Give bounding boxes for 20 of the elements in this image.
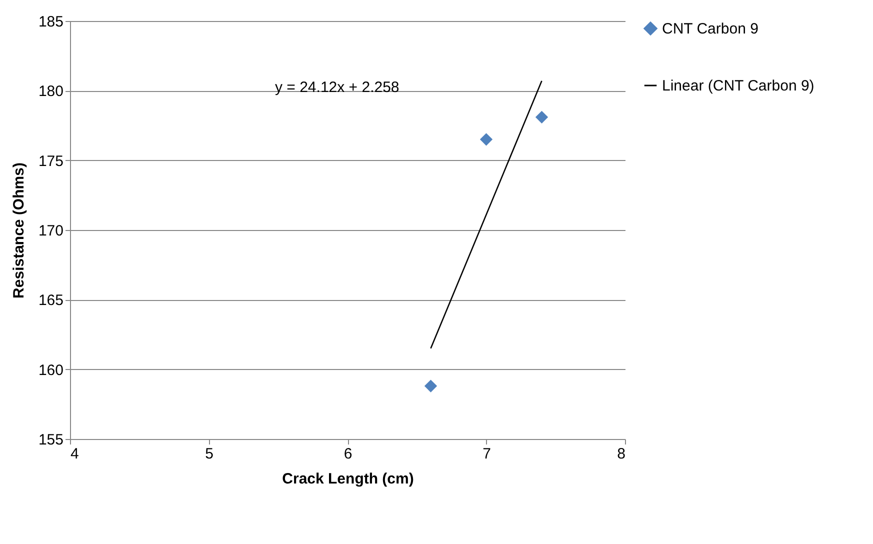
annotation: y = 24.12x + 2.258 — [275, 79, 400, 96]
x-tick-label: 6 — [344, 446, 352, 462]
x-tick-label: 4 — [70, 446, 79, 462]
point — [535, 110, 548, 124]
y-tick-label: 185 — [38, 14, 64, 30]
y-axis-title: Resistance (Ohms) — [10, 162, 28, 298]
y-tick-label: 155 — [38, 432, 64, 448]
legend-label: CNT Carbon 9 — [662, 20, 758, 38]
point — [424, 380, 438, 392]
point — [480, 133, 493, 146]
x-axis-title: Crack Length (cm) — [282, 470, 414, 488]
y-tick-label: 170 — [38, 222, 64, 240]
y-tick-label: 165 — [38, 292, 64, 310]
legend-label: Linear (CNT Carbon 9) — [662, 78, 814, 94]
x-tick-label: 8 — [617, 446, 626, 462]
y-tick-label: 175 — [38, 152, 64, 170]
y-tick-label: 160 — [38, 362, 64, 379]
x-tick-label: 5 — [205, 446, 214, 462]
x-tick-label: 7 — [482, 446, 491, 462]
y-tick-label: 180 — [38, 83, 64, 100]
